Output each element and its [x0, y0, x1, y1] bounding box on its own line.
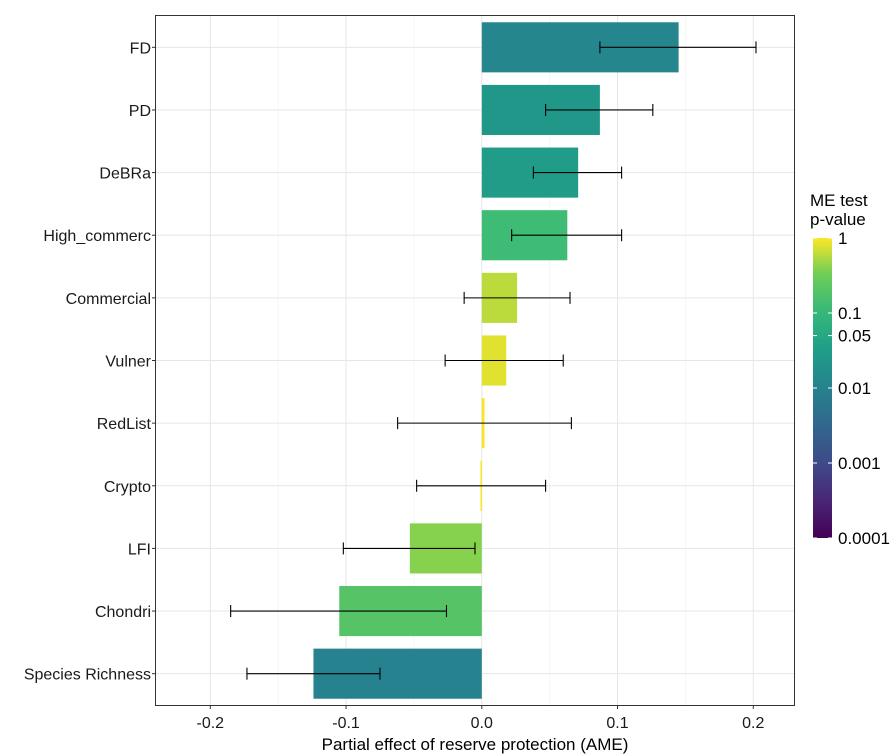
error-bars	[230, 41, 757, 680]
y-tick-label: Commercial	[66, 291, 151, 308]
legend-title-line: p-value	[810, 210, 866, 229]
y-axis: FD PD DeBRa High_commerc Commercial Vulner Red…	[24, 40, 156, 684]
x-tick-label: 0.2	[742, 715, 764, 732]
legend-title-line: ME test	[810, 191, 868, 210]
colorbar-label: 0.05	[838, 327, 871, 346]
x-axis-title: Partial effect of reserve protection (AM…	[322, 735, 629, 754]
y-tick-label: DeBRa	[99, 166, 151, 183]
y-tick-label: RedList	[97, 416, 152, 433]
colorbar-label: 0.01	[838, 379, 871, 398]
y-tick-label: PD	[129, 103, 151, 120]
y-tick-label: High_commerc	[43, 228, 151, 245]
y-tick-label: Chondri	[95, 604, 151, 621]
y-tick-label: FD	[130, 40, 151, 57]
colorbar-label: 0.1	[838, 304, 862, 323]
colorbar	[813, 238, 832, 538]
x-tick-label: -0.2	[197, 715, 225, 732]
x-axis: -0.2 -0.1 0.0 0.1 0.2	[197, 705, 764, 732]
y-tick-label: Species Richness	[24, 667, 151, 684]
colorbar-label: 0.0001	[838, 529, 890, 548]
y-tick-label: Crypto	[104, 479, 151, 496]
colorbar-label: 0.001	[838, 454, 881, 473]
colorbar-label: 1	[838, 229, 847, 248]
y-tick-label: Vulner	[105, 354, 151, 371]
x-tick-label: -0.1	[332, 715, 360, 732]
x-tick-label: 0.0	[471, 715, 493, 732]
y-tick-label: LFI	[128, 541, 151, 558]
x-tick-label: 0.1	[606, 715, 628, 732]
